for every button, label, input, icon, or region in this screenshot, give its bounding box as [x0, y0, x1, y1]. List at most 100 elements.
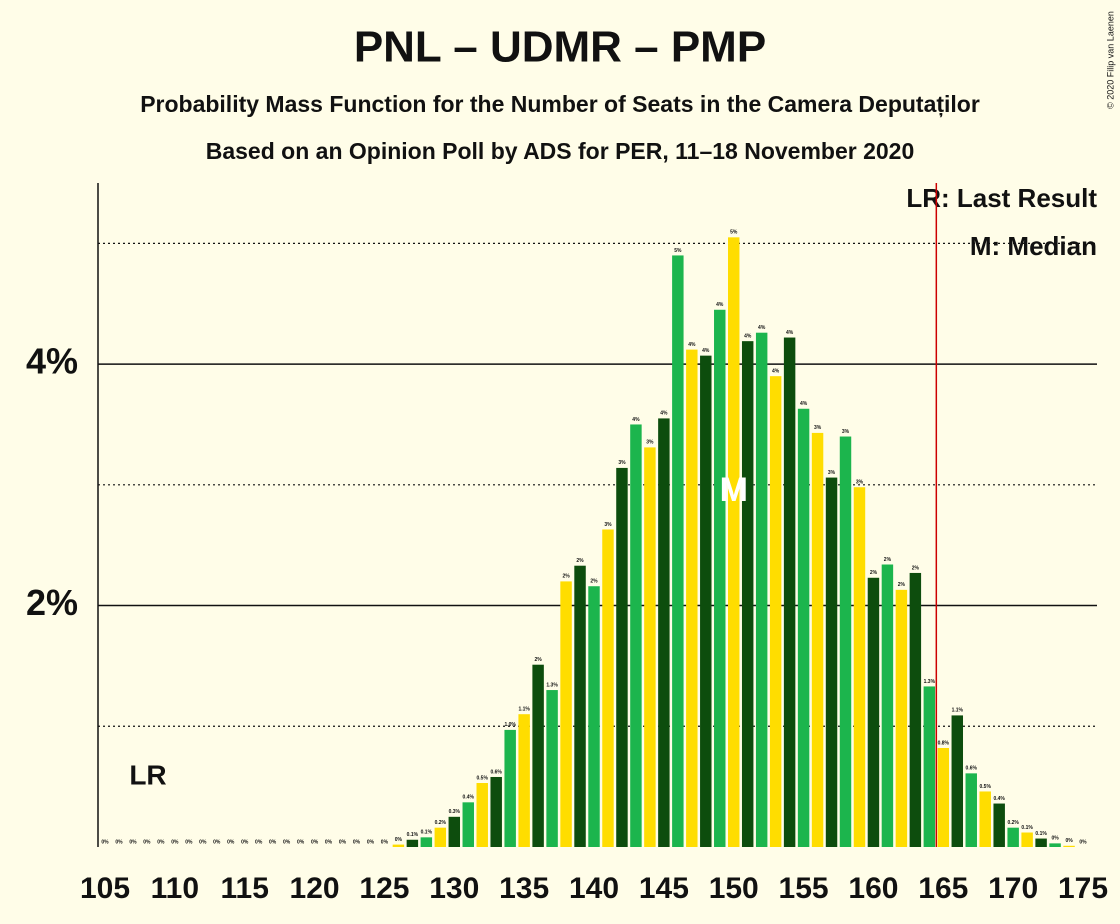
value-label: 3% — [828, 470, 836, 476]
value-label: 0% — [367, 839, 375, 845]
value-label: 3% — [618, 460, 626, 466]
value-label: 0% — [325, 839, 333, 845]
value-label: 0.6% — [966, 766, 978, 772]
value-label: 4% — [702, 348, 710, 354]
x-tick-label: 140 — [569, 872, 619, 905]
bar — [630, 424, 642, 847]
value-label: 0.5% — [477, 775, 489, 781]
bar — [462, 802, 474, 847]
value-label: 0% — [227, 839, 235, 845]
value-label: 4% — [660, 411, 668, 417]
bar — [574, 565, 586, 847]
value-label: 0% — [1079, 839, 1087, 845]
value-label: 0% — [311, 839, 319, 845]
value-label: 4% — [744, 333, 752, 339]
value-label: 4% — [758, 325, 766, 331]
value-label: 0.4% — [993, 796, 1005, 802]
y-tick-label: 2% — [26, 582, 78, 623]
bar — [658, 418, 670, 847]
value-label: 4% — [786, 330, 794, 336]
bar — [755, 332, 768, 848]
last-result-label: LR — [129, 759, 166, 790]
value-label: 5% — [674, 248, 682, 254]
value-label: 0% — [1051, 836, 1059, 842]
value-label: 0.1% — [1035, 831, 1047, 837]
bar — [700, 355, 712, 847]
chart-subtitle: Probability Mass Function for the Number… — [140, 91, 980, 118]
value-label: 0% — [171, 839, 179, 845]
bar — [602, 529, 614, 847]
bar — [644, 447, 656, 847]
bar — [476, 783, 488, 847]
bar — [797, 408, 810, 847]
value-label: 2% — [870, 570, 878, 576]
value-label: 1.3% — [924, 679, 936, 685]
bar — [881, 564, 894, 847]
bars: 0% 0% 0% 0% 0% 0% 0% 0% 0% 0% 0% 0% 0% 0% 0% 0% 0% 0% 0% 0%… — [101, 230, 1087, 848]
value-label: 3% — [842, 429, 850, 435]
value-label: 0% — [199, 839, 207, 845]
x-tick-label: 165 — [918, 872, 968, 905]
bar — [867, 577, 880, 847]
value-label: 0% — [241, 839, 249, 845]
value-label: 0.8% — [938, 740, 950, 746]
value-label: 0.1% — [407, 832, 419, 838]
bar — [783, 337, 796, 847]
bar — [993, 803, 1005, 847]
value-label: 4% — [716, 302, 724, 308]
x-tick-label: 120 — [290, 872, 340, 905]
bar — [727, 237, 740, 847]
value-label: 4% — [632, 417, 640, 423]
x-tick-label: 155 — [779, 872, 829, 905]
bar — [1021, 832, 1033, 847]
legend-entry: LR: Last Result — [906, 183, 1097, 213]
x-tick-label: 160 — [848, 872, 898, 905]
x-tick-label: 170 — [988, 872, 1038, 905]
value-label: 0% — [255, 839, 263, 845]
value-label: 0.6% — [490, 769, 502, 775]
value-label: 0% — [1065, 838, 1073, 844]
value-label: 4% — [800, 401, 808, 407]
value-label: 0% — [353, 839, 361, 845]
median-label: M — [720, 471, 748, 509]
bar — [420, 837, 433, 847]
value-label: 0% — [339, 839, 347, 845]
value-label: 2% — [535, 657, 543, 663]
bar — [616, 467, 628, 847]
value-label: 2% — [898, 582, 906, 588]
value-label: 5% — [730, 230, 738, 236]
value-label: 2% — [576, 558, 584, 564]
credit: © 2020 Filip van Laenen — [1105, 11, 1115, 109]
bar — [1063, 845, 1075, 847]
value-label: 0.2% — [435, 820, 447, 826]
bar — [434, 827, 447, 847]
value-label: 3% — [856, 480, 864, 486]
value-label: 0% — [157, 839, 165, 845]
bar — [1007, 827, 1019, 847]
bar — [1049, 843, 1061, 847]
value-label: 0% — [381, 839, 389, 845]
value-label: 0% — [185, 839, 193, 845]
chart-subtitle: Based on an Opinion Poll by ADS for PER,… — [206, 138, 915, 164]
value-label: 3% — [646, 440, 654, 446]
bar — [951, 715, 964, 847]
bar — [532, 664, 544, 847]
value-label: 1.1% — [518, 707, 530, 713]
value-label: 3% — [604, 522, 612, 528]
x-tick-label: 125 — [359, 872, 409, 905]
bar — [825, 477, 838, 847]
bar — [714, 309, 726, 847]
bar — [965, 773, 977, 847]
value-label: 1.3% — [546, 682, 558, 688]
value-label: 2% — [590, 579, 598, 585]
bar — [490, 776, 502, 847]
value-label: 0% — [101, 839, 109, 845]
bar — [937, 748, 950, 847]
x-tick-label: 150 — [709, 872, 759, 905]
legend-entry: M: Median — [970, 231, 1097, 261]
bar — [741, 341, 754, 847]
value-label: 4% — [688, 342, 696, 348]
value-label: 2% — [912, 565, 920, 571]
x-tick-label: 115 — [221, 872, 269, 905]
